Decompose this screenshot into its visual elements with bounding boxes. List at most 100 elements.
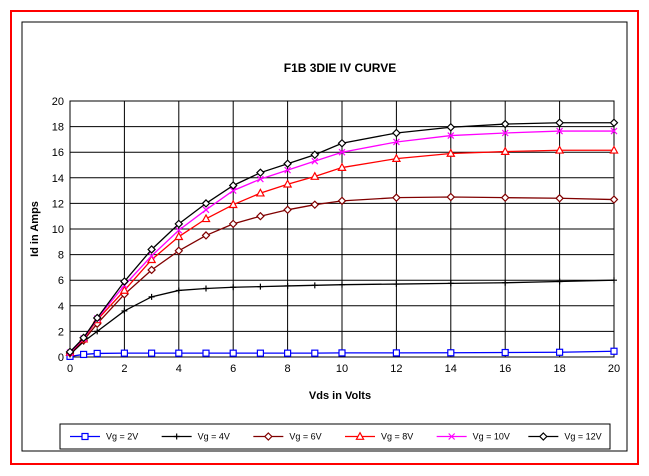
legend: Vg = 2V Vg = 4V Vg = 6V Vg = 8V Vg = 10V Vg =…	[70, 431, 602, 442]
data-point	[148, 252, 156, 260]
legend-marker	[81, 432, 89, 441]
data-point	[230, 284, 237, 291]
data-point	[283, 205, 292, 215]
data-point	[148, 293, 155, 300]
y-tick-label: 8	[58, 250, 64, 262]
data-point	[65, 347, 75, 357]
data-point	[556, 278, 563, 285]
data-point	[175, 349, 183, 357]
y-tick-label: 12	[52, 198, 64, 210]
legend-label: Vg = 12V	[564, 432, 601, 442]
data-point	[94, 328, 101, 335]
data-point	[611, 277, 617, 284]
data-point	[609, 195, 619, 204]
y-tick-label: 0	[58, 352, 64, 364]
data-point	[555, 193, 564, 203]
data-point	[500, 193, 510, 202]
data-point	[284, 282, 291, 289]
data-point	[392, 138, 400, 146]
data-point	[228, 219, 238, 229]
data-point	[338, 148, 346, 156]
data-point	[446, 148, 456, 157]
x-tick-label: 20	[608, 363, 620, 375]
data-point	[119, 285, 130, 294]
x-tick-label: 10	[336, 363, 348, 375]
x-axis-title: Vds in Volts	[309, 390, 371, 402]
x-tick-label: 4	[176, 363, 182, 375]
legend-item: Vg = 4V	[161, 432, 230, 442]
data-point	[310, 150, 320, 160]
y-axis-title: Id in Amps	[29, 201, 41, 257]
data-point	[93, 349, 101, 358]
data-point	[555, 348, 564, 356]
y-tick-label: 14	[52, 173, 64, 185]
data-point	[337, 196, 347, 206]
data-point	[284, 349, 292, 357]
legend-label: Vg = 2V	[106, 432, 138, 442]
data-point	[310, 200, 320, 210]
data-point	[79, 350, 88, 359]
chart-area-border	[21, 21, 628, 452]
series-group	[65, 118, 619, 360]
data-point	[311, 282, 318, 289]
legend-marker	[448, 433, 456, 440]
data-point	[256, 211, 265, 221]
data-point	[338, 349, 346, 357]
data-point	[609, 118, 619, 128]
data-point	[391, 153, 402, 162]
data-point	[310, 171, 320, 180]
plot-area	[69, 100, 615, 358]
data-point	[202, 349, 210, 357]
data-point	[339, 281, 345, 288]
data-point	[311, 157, 319, 165]
data-point	[146, 254, 157, 264]
data-point	[121, 307, 128, 314]
data-point	[555, 118, 564, 128]
data-point	[228, 199, 238, 209]
data-point	[502, 279, 509, 286]
data-point	[175, 287, 182, 294]
legend-marker	[263, 432, 273, 441]
data-point	[147, 245, 156, 254]
legend-marker	[538, 432, 548, 441]
y-tick-label: 6	[58, 275, 64, 287]
data-point	[175, 226, 183, 234]
legend-box	[59, 423, 611, 450]
x-tick-label: 16	[499, 363, 511, 375]
data-point	[92, 313, 102, 323]
data-point	[174, 219, 184, 229]
data-point	[282, 179, 293, 188]
x-tick-label: 2	[121, 363, 127, 375]
gridlines	[70, 101, 614, 357]
data-point	[256, 175, 264, 183]
legend-marker	[355, 431, 365, 440]
data-point	[283, 159, 292, 169]
legend-label: Vg = 8V	[381, 432, 413, 442]
legend-label: Vg = 10V	[473, 432, 510, 442]
data-point	[174, 246, 184, 256]
data-point	[229, 187, 237, 195]
data-point	[337, 138, 347, 148]
data-point	[201, 213, 211, 223]
data-point	[446, 192, 456, 202]
y-tick-label: 18	[52, 122, 64, 134]
data-point	[556, 127, 564, 135]
data-point	[255, 188, 266, 197]
data-point	[610, 127, 618, 135]
data-point	[392, 128, 401, 138]
data-point	[500, 119, 510, 129]
data-point	[202, 206, 210, 214]
legend-item: Vg = 2V	[70, 432, 138, 442]
x-tick-label: 12	[390, 363, 402, 375]
legend-item: Vg = 8V	[345, 431, 413, 442]
data-point	[228, 181, 238, 190]
y-tick-label: 20	[52, 96, 64, 108]
data-point	[447, 280, 454, 287]
data-point	[610, 347, 618, 355]
data-point	[447, 132, 455, 139]
tick-labels: 0 2 4 6 8 10 12 14 16 18 20 0 2 4 6 8 10 12 14 16 18 20	[52, 96, 620, 375]
x-tick-label: 18	[553, 363, 565, 375]
data-point	[393, 281, 400, 288]
x-tick-label: 6	[230, 363, 236, 375]
data-point	[311, 349, 319, 357]
